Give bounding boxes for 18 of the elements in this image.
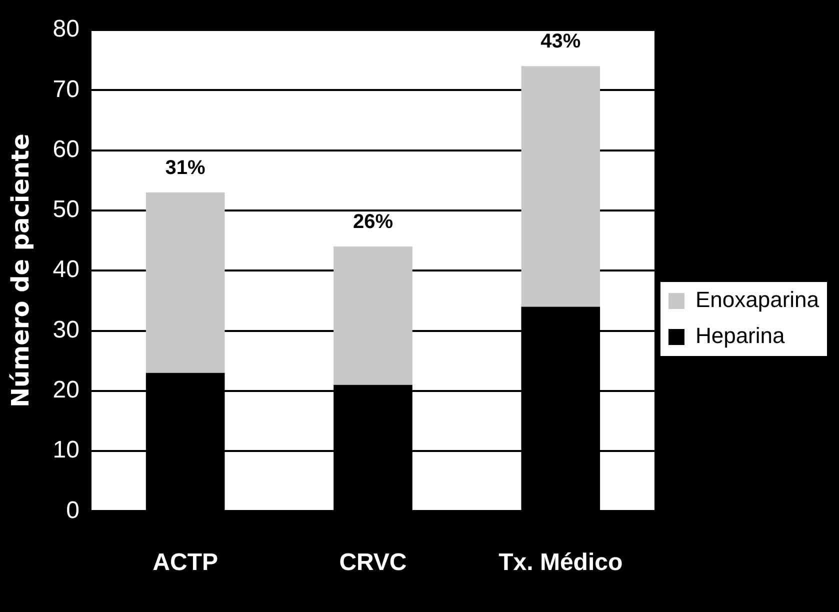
y-tick-label: 80 <box>52 16 80 43</box>
y-tick-label: 60 <box>52 136 80 163</box>
annotation: 31% <box>165 156 206 179</box>
y-tick-label: 40 <box>52 256 80 284</box>
x-tick-label: CRVC <box>339 549 407 576</box>
legend-label: Enoxaparina <box>695 287 820 312</box>
x-tick-label: ACTP <box>152 549 218 576</box>
annotation: 43% <box>540 30 581 53</box>
y-axis-title: Número de paciente <box>6 134 35 408</box>
y-tick-label: 50 <box>52 196 80 224</box>
y-tick-label: 20 <box>52 376 80 404</box>
y-tick-label: 30 <box>52 316 80 344</box>
annotation: 26% <box>352 211 394 234</box>
y-tick-label: 10 <box>52 436 80 464</box>
y-tick-label: 0 <box>66 496 80 524</box>
x-tick-label: Tx. Médico <box>498 549 623 576</box>
legend-label: Heparina <box>695 323 786 348</box>
y-tick-label: 70 <box>52 76 80 103</box>
